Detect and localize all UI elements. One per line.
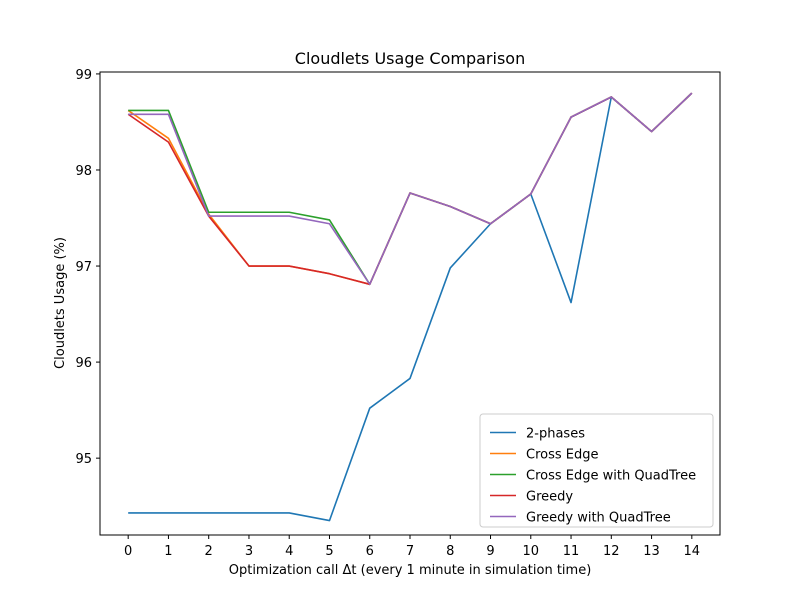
x-tick-label: 2 — [205, 544, 213, 559]
series-line-greedy-with-quadtree — [128, 92, 693, 286]
x-tick-label: 13 — [643, 544, 660, 559]
y-tick-label: 95 — [75, 452, 92, 467]
legend-label: Cross Edge with QuadTree — [526, 469, 696, 484]
legend-box — [479, 413, 714, 528]
x-tick-label: 6 — [366, 544, 374, 559]
chart-title: Cloudlets Usage Comparison — [295, 49, 525, 68]
series-line-greedy — [127, 92, 693, 286]
legend-label: Cross Edge — [526, 448, 598, 463]
legend-label: 2-phases — [526, 427, 585, 442]
x-tick-label: 12 — [603, 544, 620, 559]
x-tick-label: 3 — [245, 544, 253, 559]
y-tick-label: 97 — [75, 260, 92, 275]
y-tick-label: 99 — [75, 68, 92, 83]
x-axis-label: Optimization call Δt (every 1 minute in … — [229, 563, 592, 578]
x-tick-label: 7 — [406, 544, 414, 559]
y-tick-label: 98 — [75, 164, 92, 179]
legend: 2-phases Cross Edge Cross Edge with QuadTr… — [479, 413, 714, 528]
series-line-2-phases — [128, 92, 693, 522]
x-tick-label: 0 — [124, 544, 132, 559]
x-tick-label: 1 — [164, 544, 172, 559]
x-tick-label: 4 — [285, 544, 293, 559]
y-axis: 95 96 97 98 99 — [75, 68, 100, 467]
x-tick-label: 9 — [486, 544, 494, 559]
series-line-cross-edge-with-quadtree — [128, 92, 693, 286]
x-tick-label: 11 — [563, 544, 580, 559]
x-tick-label: 10 — [523, 544, 540, 559]
legend-label: Greedy with QuadTree — [526, 511, 671, 526]
y-tick-label: 96 — [75, 356, 92, 371]
x-axis: 0 1 2 3 4 5 6 7 8 9 10 11 12 13 14 — [124, 535, 700, 559]
legend-label: Greedy — [526, 490, 573, 505]
x-tick-label: 14 — [684, 544, 701, 559]
series-line-cross-edge — [127, 92, 693, 286]
x-tick-label: 8 — [446, 544, 454, 559]
y-axis-label: Cloudlets Usage (%) — [53, 237, 68, 369]
series-layer — [127, 92, 693, 522]
x-tick-label: 5 — [325, 544, 333, 559]
